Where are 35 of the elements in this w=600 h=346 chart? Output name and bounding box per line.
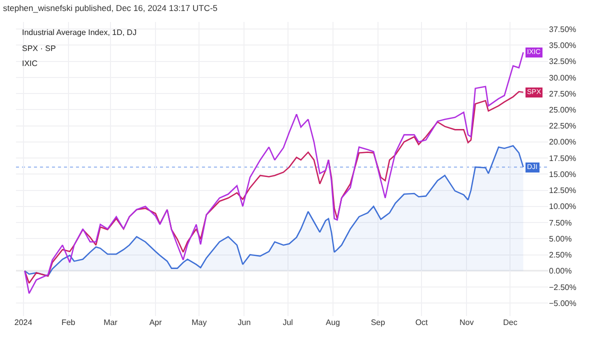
y-tick-label: 0.00% <box>549 266 572 276</box>
chart-title: stephen_wisnefski published, Dec 16, 2024 13:17 UTC-5 <box>3 3 218 14</box>
x-tick-label: Mar <box>104 318 118 327</box>
y-tick-label: 15.00% <box>549 170 576 179</box>
y-tick-label: 22.50% <box>549 122 576 131</box>
x-tick-label: Dec <box>503 318 518 327</box>
y-tick-label: 20.00% <box>549 138 576 147</box>
y-tick-label: 2.50% <box>549 250 572 260</box>
x-tick-label: Nov <box>459 318 474 327</box>
y-tick-label: 7.50% <box>549 218 572 228</box>
y-tick-label: 12.50% <box>549 186 576 196</box>
x-tick-label: May <box>192 318 207 327</box>
x-tick-label: Sep <box>370 318 386 327</box>
y-tick-label: 17.50% <box>549 154 576 163</box>
x-tick-label: Jun <box>238 318 251 327</box>
x-tick-label: Jul <box>282 318 294 327</box>
y-tick-label: 27.50% <box>549 89 576 98</box>
line-series <box>24 90 524 284</box>
y-tick-label: −2.50% <box>549 282 576 292</box>
annotation: IXIC <box>22 59 38 68</box>
x-tick-label: Feb <box>61 318 76 327</box>
x-tick-label: 2024 <box>14 318 33 327</box>
annotation: Industrial Average Index, 1D, DJ <box>22 28 137 37</box>
y-tick-label: 30.00% <box>549 73 576 82</box>
y-tick-label: 5.00% <box>549 234 572 244</box>
y-tick-label: 10.00% <box>549 202 576 212</box>
x-tick-label: Aug <box>326 318 340 327</box>
annotation: SPX · SP <box>22 44 56 53</box>
y-tick-label: 32.50% <box>549 57 576 66</box>
x-tick-label: Oct <box>415 318 429 327</box>
x-tick-label: Apr <box>149 318 162 327</box>
y-tick-label: −5.00% <box>549 298 576 308</box>
y-tick-label: 25.00% <box>549 105 576 114</box>
y-tick-label: 37.50% <box>549 24 576 34</box>
y-tick-label: 35.00% <box>549 41 576 50</box>
